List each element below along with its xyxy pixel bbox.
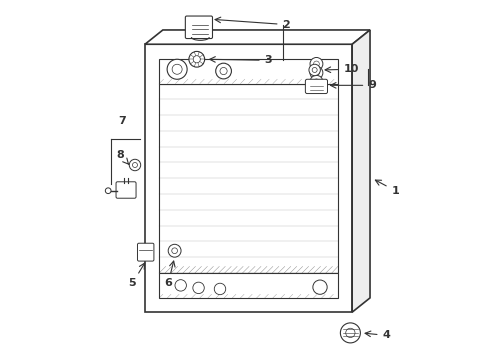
Text: 9: 9 [330, 80, 376, 90]
Circle shape [214, 283, 226, 295]
Circle shape [193, 282, 204, 294]
Text: 3: 3 [210, 55, 272, 65]
Circle shape [309, 64, 320, 76]
Text: 10: 10 [325, 64, 359, 74]
Polygon shape [159, 84, 338, 273]
Polygon shape [159, 59, 338, 84]
Circle shape [313, 280, 327, 294]
Circle shape [129, 159, 141, 171]
Text: 1: 1 [375, 180, 399, 196]
Polygon shape [352, 30, 370, 312]
Text: 2: 2 [215, 17, 290, 30]
FancyBboxPatch shape [185, 16, 213, 39]
Text: 5: 5 [129, 263, 145, 288]
Circle shape [216, 63, 231, 79]
Text: 6: 6 [164, 261, 175, 288]
Polygon shape [159, 273, 338, 298]
Text: 4: 4 [365, 330, 391, 341]
Text: 8: 8 [117, 150, 129, 165]
Circle shape [310, 58, 323, 70]
Circle shape [189, 51, 205, 67]
Circle shape [168, 244, 181, 257]
Polygon shape [145, 30, 370, 44]
Circle shape [167, 59, 187, 79]
Text: 7: 7 [118, 116, 125, 126]
Circle shape [105, 188, 111, 194]
Circle shape [310, 66, 323, 79]
Circle shape [175, 280, 186, 291]
FancyBboxPatch shape [138, 243, 154, 261]
FancyBboxPatch shape [305, 79, 327, 94]
FancyBboxPatch shape [116, 182, 136, 198]
Circle shape [341, 323, 360, 343]
Circle shape [310, 75, 323, 88]
